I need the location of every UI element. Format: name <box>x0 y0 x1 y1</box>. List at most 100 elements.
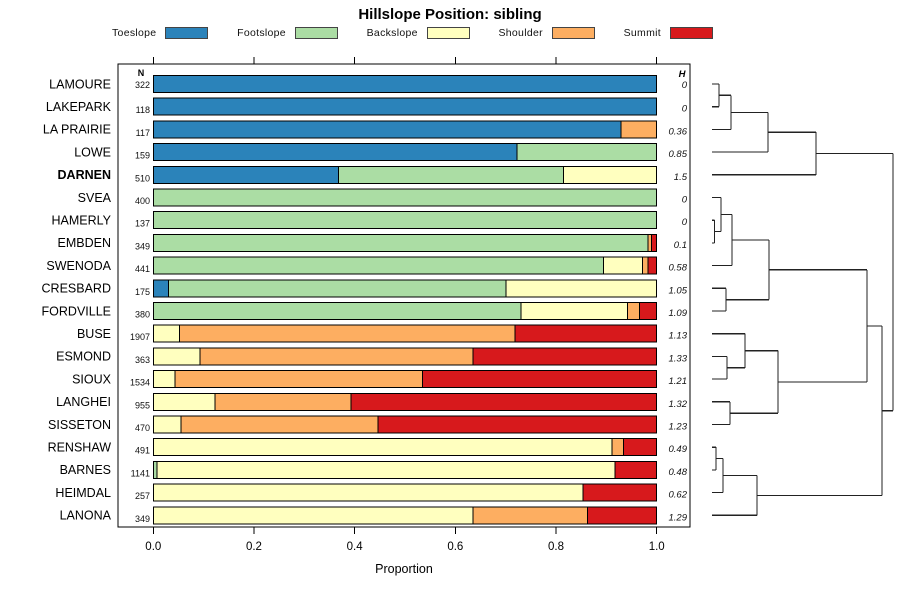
h-value: 0.85 <box>669 149 688 160</box>
bar-segment-summit <box>350 392 658 411</box>
bar-segment-shoulder <box>174 370 424 389</box>
n-value: 322 <box>135 80 150 90</box>
bar-segment-toeslope <box>152 143 518 162</box>
row-label-fordville: FORDVILLE <box>42 304 111 318</box>
bar-segment-shoulder <box>642 256 649 275</box>
row-label-hamerly: HAMERLY <box>51 214 111 228</box>
x-axis-title: Proportion <box>375 562 433 576</box>
bar-segment-footslope <box>167 279 507 298</box>
bar-row-swenoda: SWENODA 441 0.58 <box>46 256 688 275</box>
x-tick-label: 0.6 <box>447 541 463 553</box>
bar-row-embden: EMBDEN 349 0.1 <box>58 233 687 252</box>
bar-segment-backslope <box>602 256 644 275</box>
bar-segment-backslope <box>152 392 216 411</box>
bar-segment-backslope <box>152 483 584 502</box>
bar-segment-backslope <box>505 279 658 298</box>
legend-label: Toeslope <box>112 27 157 39</box>
bar-segment-summit <box>587 506 658 525</box>
n-value: 257 <box>135 491 150 501</box>
row-label-lakepark: LAKEPARK <box>46 100 112 114</box>
x-tick-label: 0.0 <box>145 541 161 553</box>
n-value: 470 <box>135 423 150 433</box>
bar-segment-footslope <box>152 256 604 275</box>
legend-item-summit: Summit <box>624 27 713 39</box>
row-label-sioux: SIOUX <box>72 372 112 386</box>
bar-segment-shoulder <box>647 233 653 252</box>
bar-segment-footslope <box>152 188 658 207</box>
h-value: 0 <box>682 217 688 228</box>
n-value: 137 <box>135 219 150 229</box>
legend-item-shoulder: Shoulder <box>498 27 595 39</box>
bar-segment-footslope <box>338 165 565 184</box>
h-value: 1.13 <box>669 331 688 342</box>
x-tick-label: 1.0 <box>649 541 665 553</box>
legend-item-toeslope: Toeslope <box>112 27 209 39</box>
bar-segment-footslope <box>516 143 658 162</box>
bar-row-langhei: LANGHEI 955 1.32 <box>56 392 688 411</box>
bar-row-esmond: ESMOND 363 1.33 <box>56 347 688 366</box>
bar-segment-shoulder <box>472 506 589 525</box>
bar-segment-toeslope <box>152 97 658 116</box>
dendrogram <box>712 83 894 516</box>
bar-segment-footslope <box>152 233 649 252</box>
h-value: 0 <box>682 104 688 115</box>
row-label-lanona: LANONA <box>60 509 112 523</box>
n-value: 349 <box>135 514 150 524</box>
bar-row-buse: BUSE 1907 1.13 <box>77 324 688 343</box>
bar-segment-summit <box>639 302 658 320</box>
bar-row-barnes: BARNES 1141 0.48 <box>60 460 688 479</box>
h-value: 1.33 <box>669 353 688 364</box>
n-value: 1907 <box>130 332 150 342</box>
bar-segment-footslope <box>152 211 658 230</box>
h-value: 1.09 <box>669 308 688 319</box>
legend-swatch <box>669 27 713 39</box>
h-value: 1.21 <box>669 376 688 387</box>
legend: Toeslope Footslope Backslope Shoulder Summit <box>112 26 713 40</box>
bar-row-sioux: SIOUX 1534 1.21 <box>72 370 688 389</box>
bar-segment-shoulder <box>627 302 641 320</box>
row-label-lowe: LOWE <box>74 145 111 159</box>
row-label-embden: EMBDEN <box>58 236 111 250</box>
row-label-lamoure: LAMOURE <box>49 77 111 91</box>
h-value: 1.23 <box>669 422 688 433</box>
n-column-header: N <box>138 68 145 78</box>
n-value: 159 <box>135 151 150 161</box>
row-label-la-prairie: LA PRAIRIE <box>43 123 111 137</box>
bar-row-renshaw: RENSHAW 491 0.49 <box>48 438 688 457</box>
h-value: 0.58 <box>669 263 688 274</box>
bar-row-svea: SVEA 400 0 <box>78 188 688 207</box>
bar-segment-toeslope <box>152 165 340 184</box>
row-label-sisseton: SISSETON <box>48 418 111 432</box>
n-value: 118 <box>136 105 150 115</box>
bar-row-lowe: LOWE 159 0.85 <box>74 143 688 162</box>
bar-segment-summit <box>472 347 658 366</box>
legend-label: Summit <box>623 27 661 39</box>
bar-row-la-prairie: LA PRAIRIE 117 0.36 <box>43 120 688 139</box>
h-value: 1.32 <box>669 399 688 410</box>
x-tick-label: 0.8 <box>548 541 564 553</box>
bar-segment-shoulder <box>611 438 624 457</box>
bar-segment-toeslope <box>152 75 658 93</box>
legend-label: Shoulder <box>498 27 543 39</box>
legend-label: Backslope <box>366 27 418 39</box>
bar-segment-backslope <box>156 460 616 479</box>
row-label-barnes: BARNES <box>60 463 111 477</box>
n-value: 400 <box>135 196 150 206</box>
n-value: 441 <box>135 264 150 274</box>
legend-label: Footslope <box>237 27 286 39</box>
bar-segment-summit <box>422 370 658 389</box>
bar-segment-footslope <box>152 302 522 320</box>
row-label-esmond: ESMOND <box>56 350 111 364</box>
h-value: 1.05 <box>669 285 688 296</box>
row-label-buse: BUSE <box>77 327 111 341</box>
bar-row-lanona: LANONA 349 1.29 <box>60 506 688 525</box>
bar-segment-backslope <box>520 302 629 320</box>
bar-segment-summit <box>614 460 658 479</box>
h-value: 0.1 <box>674 240 687 251</box>
bar-segment-summit <box>514 324 658 343</box>
h-value: 0 <box>682 195 688 206</box>
bar-row-fordville: FORDVILLE 380 1.09 <box>42 302 688 320</box>
x-tick-label: 0.4 <box>347 541 364 553</box>
plot-box <box>117 63 691 528</box>
n-value: 363 <box>135 355 150 365</box>
